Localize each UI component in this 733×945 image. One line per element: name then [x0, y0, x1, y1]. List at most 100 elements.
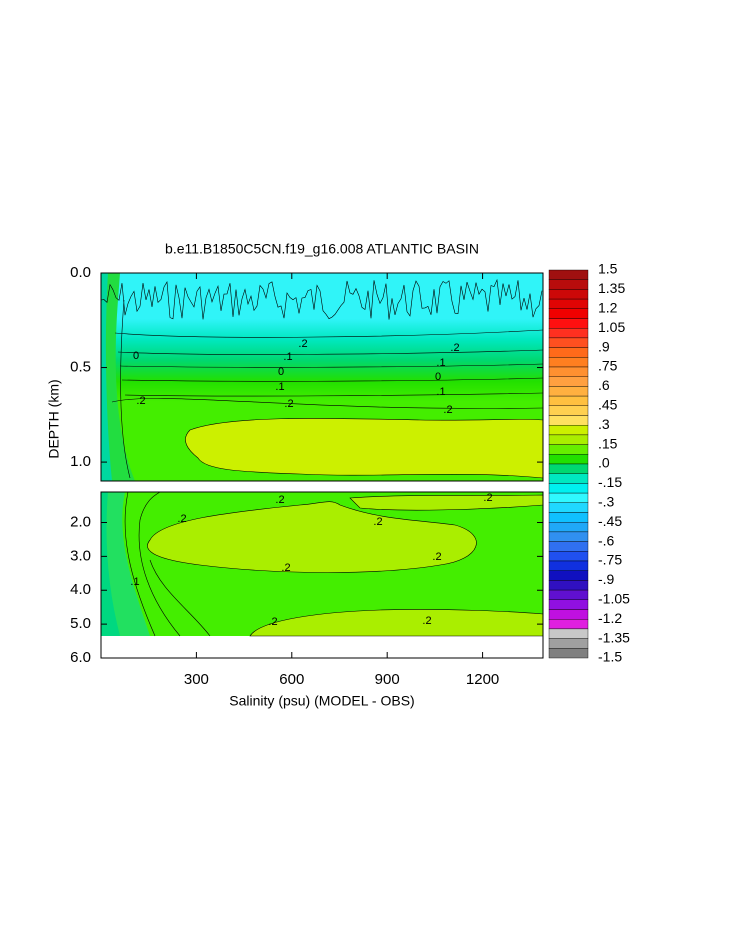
- colorbar-bin: [548, 522, 589, 533]
- contour-label: .2: [443, 404, 452, 416]
- contour-label: .2: [281, 562, 290, 574]
- contour-label: .2: [422, 615, 431, 627]
- colorbar-label: 1.05: [598, 319, 625, 335]
- colorbar-bin: [548, 444, 589, 455]
- colorbar-label: 1.35: [598, 280, 625, 296]
- y-tick-label: 6.0: [70, 649, 91, 666]
- colorbar-label: -1.35: [598, 629, 630, 645]
- colorbar-bin: [548, 425, 589, 436]
- colorbar-label: .6: [598, 377, 610, 393]
- contour-label: .2: [450, 342, 459, 354]
- colorbar-bin: [548, 589, 589, 600]
- colorbar-bin: [548, 463, 589, 474]
- contour-label: .1: [436, 357, 445, 369]
- colorbar-label: -.75: [598, 552, 622, 568]
- colorbar-label: .45: [598, 397, 618, 413]
- contour-label: .2: [373, 516, 382, 528]
- top-field: [100, 272, 544, 482]
- colorbar-label: .15: [598, 435, 618, 451]
- colorbar-bin: [548, 318, 589, 329]
- colorbar-bin: [548, 386, 589, 397]
- contour-label: .2: [177, 513, 186, 525]
- y-tick-label: 1.0: [70, 453, 91, 470]
- colorbar-bin: [548, 376, 589, 387]
- contour-label: 0: [133, 350, 139, 362]
- colorbar-label: 1.5: [598, 261, 618, 277]
- bottom-field: [100, 491, 544, 659]
- colorbar-bin: [548, 308, 589, 319]
- colorbar-bin: [548, 328, 589, 339]
- colorbar-label: -1.05: [598, 591, 630, 607]
- colorbar-label: -.15: [598, 474, 622, 490]
- y-tick-label: 0.5: [70, 359, 91, 376]
- colorbar-label: .3: [598, 416, 610, 432]
- colorbar-label: -1.2: [598, 610, 622, 626]
- colorbar-bin: [548, 473, 589, 484]
- colorbar-label: .75: [598, 358, 618, 374]
- colorbar-bin: [548, 415, 589, 426]
- chart-title: b.e11.B1850C5CN.f19_g16.008 ATLANTIC BAS…: [165, 241, 479, 257]
- colorbar-label: -.6: [598, 532, 615, 548]
- y-tick-label: 2.0: [70, 513, 91, 530]
- colorbar-bin: [548, 619, 589, 630]
- colorbar-bin: [548, 551, 589, 562]
- y-tick-label: 3.0: [70, 547, 91, 564]
- contour-label: .1: [275, 381, 284, 393]
- colorbar-bin: [548, 366, 589, 377]
- contour-label: .2: [483, 492, 492, 504]
- colorbar-label: -.3: [598, 494, 615, 510]
- y-tick-label: 4.0: [70, 581, 91, 598]
- colorbar-label: .9: [598, 338, 610, 354]
- colorbar-bin: [548, 483, 589, 494]
- colorbar-bin: [548, 570, 589, 581]
- colorbar-bin: [548, 395, 589, 407]
- x-tick-label: 900: [375, 671, 400, 688]
- contour-label: .2: [136, 395, 145, 407]
- colorbar-bin: [548, 648, 589, 659]
- y-axis-label: DEPTH (km): [46, 379, 62, 458]
- colorbar-bin: [548, 541, 589, 552]
- colorbar-bin: [548, 580, 589, 591]
- x-tick-label: 600: [279, 671, 304, 688]
- colorbar-bin: [548, 337, 589, 348]
- colorbar-bin: [548, 560, 589, 571]
- colorbar-bin: [548, 357, 589, 368]
- contour-label: .1: [436, 386, 445, 398]
- colorbar-bin: [548, 531, 589, 542]
- colorbar-bin: [548, 289, 589, 300]
- colorbar-bin: [548, 405, 589, 416]
- colorbar-bin: [548, 492, 589, 504]
- colorbar-label: -.9: [598, 571, 615, 587]
- colorbar-label: .0: [598, 455, 610, 471]
- colorbar-bin: [548, 512, 589, 523]
- contour-label: .2: [432, 551, 441, 563]
- contour-label: 0: [278, 366, 284, 378]
- contour-label: .1: [283, 351, 292, 363]
- contour-label: 0: [435, 371, 441, 383]
- colorbar-bin: [548, 347, 589, 358]
- contour-label: .1: [130, 576, 139, 588]
- colorbar-label: -.45: [598, 513, 622, 529]
- colorbar-label: 1.2: [598, 300, 618, 316]
- colorbar-bin: [548, 609, 589, 620]
- contour-label: .2: [275, 494, 284, 506]
- colorbar-bin: [548, 434, 589, 445]
- colorbar-bin: [548, 502, 589, 513]
- colorbar-label: -1.5: [598, 649, 622, 665]
- y-tick-label: 5.0: [70, 615, 91, 632]
- x-tick-label: 1200: [466, 671, 499, 688]
- colorbar-bin: [548, 269, 589, 280]
- colorbar-bin: [548, 454, 589, 465]
- x-tick-label: 300: [184, 671, 209, 688]
- colorbar-bin: [548, 298, 589, 310]
- contour-label: .2: [298, 338, 307, 350]
- colorbar-bin: [548, 599, 589, 610]
- y-tick-label: 0.0: [70, 264, 91, 281]
- colorbar-bin: [548, 638, 589, 649]
- colorbar-bin: [548, 628, 589, 639]
- x-axis-label: Salinity (psu) (MODEL - OBS): [229, 693, 414, 709]
- contour-label: .2: [284, 398, 293, 410]
- colorbar-bin: [548, 279, 589, 290]
- contour-label: .2: [268, 616, 277, 628]
